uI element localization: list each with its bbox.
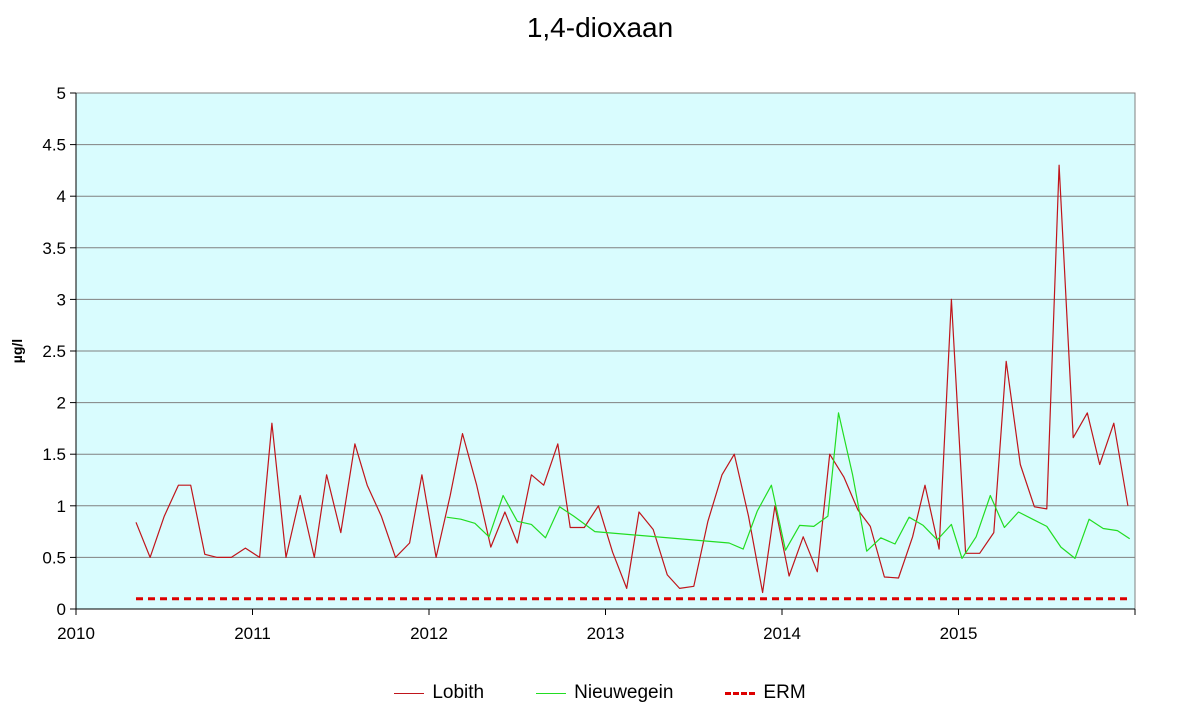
- legend-swatch: [394, 692, 425, 694]
- legend-item-nieuwegein: Nieuwegein: [536, 682, 673, 704]
- chart-title: 1,4-dioxaan: [526, 12, 674, 43]
- x-tick-label: 2010: [57, 624, 95, 643]
- series-line-nieuwegein: [446, 412, 1131, 560]
- y-tick-label: 4.5: [42, 136, 66, 155]
- y-tick-label: 1.5: [42, 445, 66, 464]
- legend-label: Lobith: [432, 682, 485, 703]
- x-tick-label: 2015: [940, 624, 978, 643]
- y-tick-label: 1: [57, 497, 66, 516]
- y-tick-label: 0: [57, 600, 66, 619]
- y-tick-label: 0.5: [42, 548, 66, 567]
- x-tick-label: 2014: [763, 624, 801, 643]
- y-tick-label: 2.5: [42, 342, 66, 361]
- y-tick-label: 3: [57, 290, 66, 309]
- legend-item-erm: ERM: [725, 682, 806, 704]
- legend-swatch: [725, 691, 756, 695]
- y-axis-label: µg/l: [9, 339, 25, 363]
- y-tick-label: 2: [57, 394, 66, 413]
- series-line-lobith: [135, 164, 1129, 594]
- x-tick-label: 2011: [234, 624, 271, 643]
- y-tick-label: 3.5: [42, 239, 66, 258]
- x-tick-label: 2012: [410, 624, 448, 643]
- legend: Lobith Nieuwegein ERM: [0, 682, 1200, 704]
- axes: 0 0.5 1 1.5 2 2.5 3 3.5 4 4.5 5 2010 2011 2012 2013 201…: [42, 84, 1136, 643]
- x-tick-label: 2013: [587, 624, 625, 643]
- legend-item-lobith: Lobith: [394, 682, 484, 704]
- grid-lines: [76, 144, 1135, 558]
- series-lines: [135, 164, 1131, 601]
- legend-swatch: [536, 692, 567, 694]
- y-tick-label: 4: [57, 187, 66, 206]
- y-tick-label: 5: [57, 84, 66, 103]
- legend-label: Nieuwegein: [574, 682, 674, 703]
- legend-label: ERM: [763, 682, 806, 703]
